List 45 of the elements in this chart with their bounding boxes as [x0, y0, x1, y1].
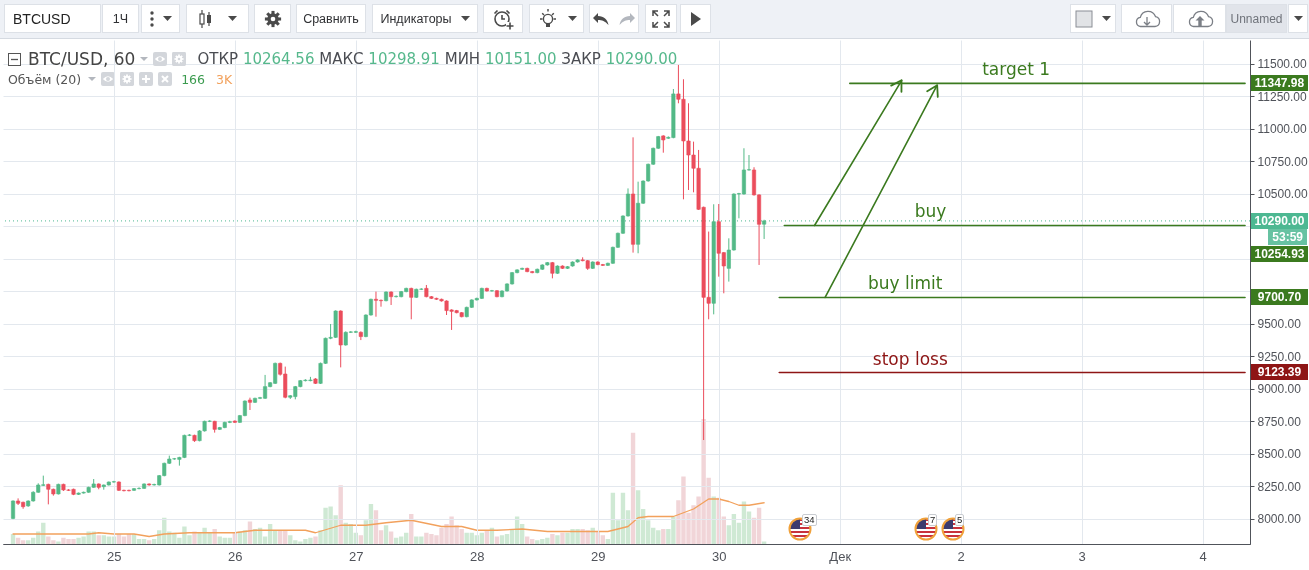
x-tick-label: Дек — [829, 548, 852, 564]
text: BTCUSD — [13, 10, 71, 27]
x-tick-label: 4 — [1199, 548, 1207, 564]
y-tick-label: 8250.00 — [1257, 479, 1302, 494]
y-tick-label: 10500.00 — [1257, 187, 1308, 202]
text: Unnamed — [1230, 11, 1283, 26]
y-tick-label: 11000.00 — [1257, 122, 1307, 137]
annotation: 166 — [181, 71, 205, 87]
y-tick-label: 9000.00 — [1257, 382, 1302, 397]
ref-line-label: 10290.00 — [1251, 212, 1308, 229]
text: BTC/USD, 60 — [28, 49, 136, 69]
x-tick-label: 28 — [470, 548, 485, 564]
annotation: 5 — [955, 514, 965, 526]
y-tick-label: 8000.00 — [1257, 512, 1302, 527]
text: ОТКР 10264.56 МАКС 10298.91 МИН 10151.00 ЗАКР 10290.00 — [197, 50, 678, 68]
y-tick-label: 8750.00 — [1257, 414, 1302, 429]
x-tick-label: 30 — [712, 548, 727, 564]
y-tick-label: 8500.00 — [1257, 447, 1302, 462]
annotation: buy limit — [868, 273, 943, 294]
chart-title: Объём (20) — [8, 71, 82, 87]
data-label: 9123.39 — [1251, 364, 1308, 381]
x-tick-label: 26 — [228, 548, 243, 564]
annotation: 34 — [802, 514, 817, 526]
annotation: stop loss — [872, 348, 948, 369]
x-tick-label: 2 — [957, 548, 965, 564]
y-tick-label: 11250.00 — [1257, 89, 1307, 104]
y-tick-label: 9250.00 — [1257, 349, 1302, 364]
y-tick-label: 11500.00 — [1257, 57, 1307, 72]
text: Сравнить — [303, 11, 359, 26]
annotation: 3K — [216, 71, 233, 87]
annotation: target 1 — [982, 59, 1051, 80]
annotation: buy — [914, 201, 947, 222]
x-tick-label: 29 — [591, 548, 606, 564]
annotation: 7 — [928, 514, 938, 526]
data-label: 9700.70 — [1251, 289, 1308, 306]
y-tick-label: 10750.00 — [1257, 154, 1308, 169]
data-label: 10254.93 — [1251, 245, 1308, 262]
data-label: 11347.98 — [1251, 75, 1308, 92]
text: Индикаторы — [380, 11, 452, 26]
text: 53:59 — [1268, 229, 1307, 246]
y-tick-label: 9500.00 — [1257, 317, 1302, 332]
x-tick-label: 27 — [349, 548, 364, 564]
text: 1Ч — [112, 11, 129, 26]
x-tick-label: 25 — [107, 548, 122, 564]
x-tick-label: 3 — [1078, 548, 1086, 564]
